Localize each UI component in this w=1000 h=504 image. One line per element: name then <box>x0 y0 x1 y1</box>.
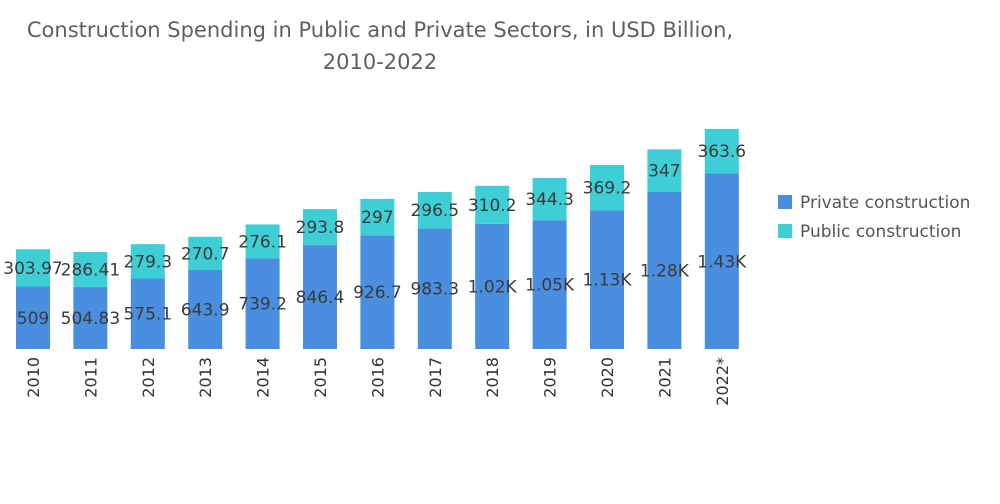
bar-public-2016[interactable] <box>360 198 395 236</box>
data-label-private-2018: 1.02K <box>468 277 518 297</box>
chart-title-line1: Construction Spending in Public and Priv… <box>26 18 734 42</box>
legend-swatch-public <box>778 224 792 238</box>
bar-public-2020[interactable] <box>590 165 624 211</box>
x-tick-2013: 2013 <box>196 357 215 398</box>
bar-public-2013[interactable] <box>188 236 223 270</box>
data-label-public-2011: 286.41 <box>61 260 120 280</box>
legend-swatch-private <box>778 195 792 209</box>
data-label-public-2018: 310.2 <box>468 196 517 216</box>
bar-private-2019[interactable] <box>532 220 567 349</box>
bar-public-2019[interactable] <box>532 177 567 221</box>
data-label-private-2012: 575.1 <box>123 305 172 325</box>
bar-private-2016[interactable] <box>360 235 395 349</box>
bar-public-2021[interactable] <box>647 149 682 192</box>
bar-private-2017[interactable] <box>417 228 452 349</box>
legend-label-private[interactable]: Private construction <box>800 193 970 213</box>
legend[interactable]: Private construction Public construction <box>778 193 970 242</box>
chart-title: Construction Spending in Public and Priv… <box>0 14 760 78</box>
x-tick-2014: 2014 <box>254 357 273 398</box>
data-label-public-2020: 369.2 <box>583 179 632 199</box>
x-tick-2011: 2011 <box>81 357 100 398</box>
bar-public-2014[interactable] <box>245 224 280 259</box>
x-tick-2020: 2020 <box>598 357 617 398</box>
bar-public-2010[interactable] <box>16 249 50 287</box>
data-label-private-2022*: 1.43K <box>697 252 747 272</box>
data-label-public-2019: 344.3 <box>525 190 574 210</box>
legend-label-public[interactable]: Public construction <box>800 222 961 242</box>
data-label-public-2013: 270.7 <box>181 244 230 264</box>
data-label-public-2010: 303.97 <box>3 259 62 279</box>
bar-private-2011[interactable] <box>73 287 108 349</box>
bar-public-2022*[interactable] <box>704 128 739 174</box>
x-tick-2012: 2012 <box>139 357 158 398</box>
data-label-private-2016: 926.7 <box>353 283 402 303</box>
x-tick-2010: 2010 <box>24 357 43 398</box>
data-label-private-2015: 846.4 <box>296 288 345 308</box>
bar-private-2018[interactable] <box>475 223 510 349</box>
bar-private-2021[interactable] <box>647 191 682 349</box>
data-labels-layer: 509 303.97 504.83 286.41 575.1 279.3 643.9 270.… <box>3 142 747 329</box>
data-label-public-2012: 279.3 <box>123 252 172 272</box>
x-tick-2015: 2015 <box>311 357 330 398</box>
data-label-private-2010: 509 <box>17 309 49 329</box>
bar-public-2017[interactable] <box>417 191 452 229</box>
bar-private-2015[interactable] <box>303 245 337 349</box>
data-label-public-2016: 297 <box>361 208 393 228</box>
bar-private-2020[interactable] <box>590 210 624 349</box>
data-label-public-2022*: 363.6 <box>697 142 746 162</box>
data-label-private-2013: 643.9 <box>181 300 230 320</box>
x-tick-2017: 2017 <box>426 357 445 398</box>
x-tick-2022*: 2022* <box>713 357 732 406</box>
data-label-private-2020: 1.13K <box>583 271 633 291</box>
bar-private-2014[interactable] <box>245 258 280 349</box>
x-tick-2018: 2018 <box>483 357 502 398</box>
bars-layer <box>16 128 739 349</box>
x-tick-2016: 2016 <box>368 357 387 398</box>
bar-private-2012[interactable] <box>130 278 165 349</box>
x-tick-2021: 2021 <box>655 357 674 398</box>
data-label-public-2014: 276.1 <box>238 232 287 252</box>
data-label-private-2017: 983.3 <box>410 280 459 300</box>
data-label-private-2014: 739.2 <box>238 295 287 315</box>
data-label-public-2015: 293.8 <box>296 218 345 238</box>
data-label-public-2017: 296.5 <box>410 201 459 221</box>
bar-private-2022*[interactable] <box>704 173 739 349</box>
data-label-private-2019: 1.05K <box>525 276 575 296</box>
data-label-private-2021: 1.28K <box>640 261 690 281</box>
bar-public-2011[interactable] <box>73 251 108 288</box>
bar-private-2013[interactable] <box>188 269 223 349</box>
data-label-private-2011: 504.83 <box>61 309 120 329</box>
x-axis-ticks: 2010 2011 2012 2013 2014 2015 2016 2017 2018 2019… <box>24 357 732 406</box>
data-label-public-2021: 347 <box>648 162 680 182</box>
bar-public-2018[interactable] <box>475 185 510 224</box>
bar-public-2015[interactable] <box>303 209 337 246</box>
bar-private-2010[interactable] <box>16 286 50 349</box>
chart-title-line2: 2010-2022 <box>322 50 438 74</box>
bar-public-2012[interactable] <box>130 244 165 279</box>
x-tick-2019: 2019 <box>541 357 560 398</box>
